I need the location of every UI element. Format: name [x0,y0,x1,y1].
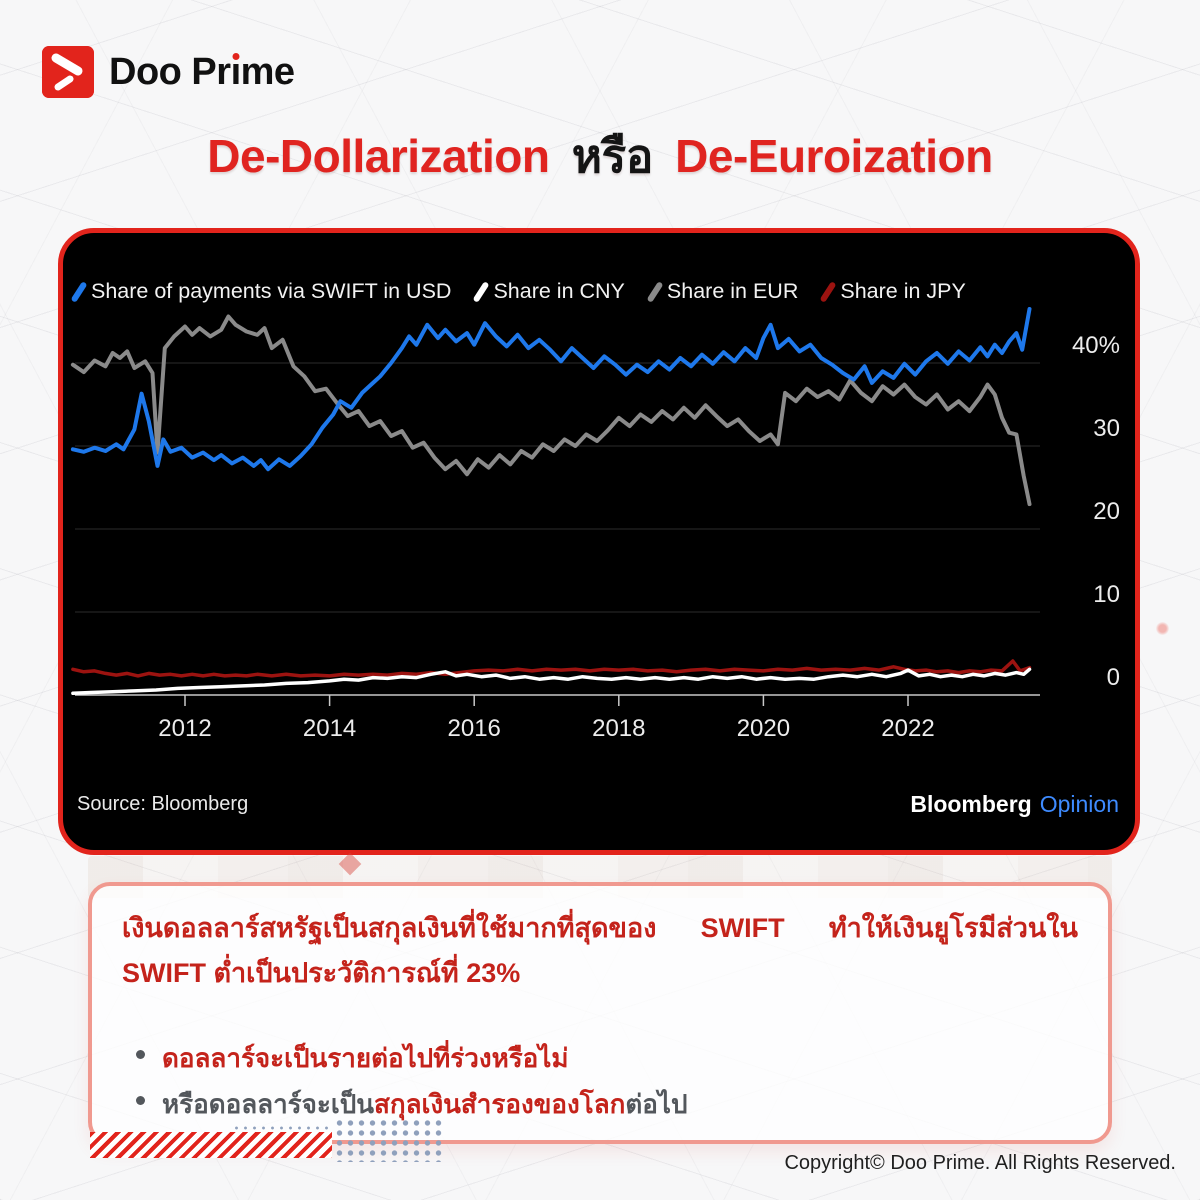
bullet-item-1: ดอลลาร์จะเป็นรายต่อไปที่ร่วงหรือไม่ [136,1035,1078,1081]
chart-source: Source: Bloomberg [77,793,249,815]
svg-text:2014: 2014 [303,715,356,742]
legend-slash-icon [819,280,837,303]
doo-prime-logo-icon [42,46,94,98]
background-network-node [1156,622,1169,635]
bloomberg-label: Bloomberg [910,791,1032,817]
info-bullets: ดอลลาร์จะเป็นรายต่อไปที่ร่วงหรือไม่หรือด… [122,1035,1078,1128]
svg-text:2022: 2022 [881,715,934,742]
legend-slash-icon [646,280,664,303]
svg-text:40%: 40% [1072,332,1120,359]
chart-legend: Share of payments via SWIFT in USD Share … [70,279,1125,304]
page-title: De-Dollarization หรือ De-Euroization [0,120,1200,193]
svg-text:10: 10 [1093,581,1120,608]
svg-text:20: 20 [1093,498,1120,525]
bullet-text-segment: ต่อไป [625,1088,688,1119]
svg-text:2018: 2018 [592,715,645,742]
svg-text:2012: 2012 [158,715,211,742]
legend-item-1: Share of payments via SWIFT in USD [70,279,452,304]
title-part-2: หรือ [571,130,654,182]
title-part-3: De-Euroization [675,130,993,182]
wordmark-i-red-dot: ı [230,50,242,93]
bloomberg-chart-card: Share of payments via SWIFT in USD Share … [58,228,1140,855]
bullet-item-2: หรือดอลลาร์จะเป็นสกุลเงินสำรองของโลกต่อไ… [136,1081,1078,1127]
legend-item-4: Share in JPY [819,279,966,304]
title-part-1: De-Dollarization [207,130,550,182]
bloomberg-opinion-logo: Bloomberg Opinion [910,791,1119,818]
legend-label: Share in EUR [666,279,799,303]
svg-text:0: 0 [1107,664,1120,691]
legend-label: Share in JPY [840,279,966,303]
opinion-label: Opinion [1039,791,1119,817]
legend-label: Share of payments via SWIFT in USD [91,279,452,303]
legend-slash-icon [472,280,490,303]
legend-item-3: Share in EUR [646,279,799,304]
svg-text:30: 30 [1093,415,1120,442]
brand-wordmark: Doo Pr ı me [109,51,295,94]
svg-text:2020: 2020 [737,715,790,742]
bullet-text-segment: สกุลเงินสำรองของโลก [374,1088,626,1119]
summary-box: เงินดอลลาร์สหรัฐเป็นสกุลเงินที่ใช้มากที่… [88,882,1112,1144]
legend-label: Share in CNY [493,279,625,303]
dot-pattern-large [334,1118,446,1162]
summary-paragraph: เงินดอลลาร์สหรัฐเป็นสกุลเงินที่ใช้มากที่… [122,913,1078,989]
brand-header: Doo Pr ı me [42,46,295,98]
wordmark-post: me [240,50,295,93]
bullet-text-segment: หรือดอลลาร์จะเป็น [162,1088,375,1119]
copyright-text: Copyright© Doo Prime. All Rights Reserve… [784,1152,1176,1174]
red-hatch-bar [90,1132,332,1158]
legend-item-2: Share in CNY [472,279,625,304]
svg-text:2016: 2016 [448,715,501,742]
wordmark-pre: Doo Pr [109,50,231,93]
bullet-text-segment: ดอลลาร์จะเป็นรายต่อไปที่ร่วงหรือไม่ [162,1042,569,1073]
swift-share-chart: 40% 30 20 10 0 2012 2014 2016 2018 2020 2022 [70,307,1120,742]
